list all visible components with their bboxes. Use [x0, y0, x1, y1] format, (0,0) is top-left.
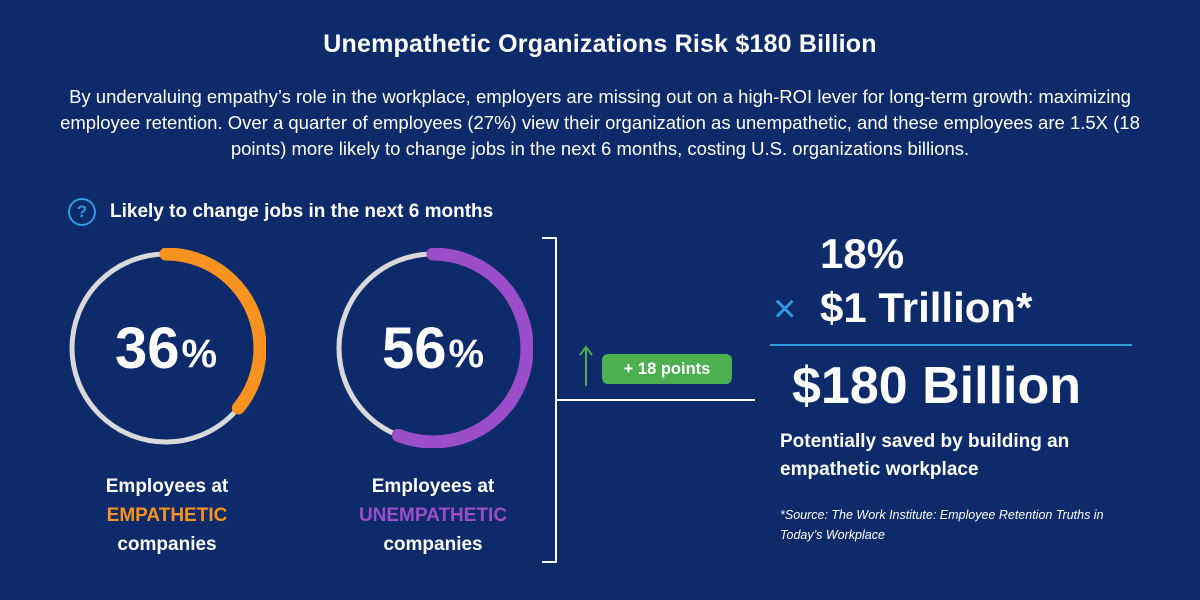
- page-title: Unempathetic Organizations Risk $180 Bil…: [323, 30, 877, 58]
- donut-percent-sign: %: [181, 331, 218, 376]
- times-icon: ×: [773, 287, 797, 331]
- source-note: *Source: The Work Institute: Employee Re…: [780, 508, 1104, 542]
- equals-line: [770, 344, 1132, 346]
- multiplier-trillion: $1 Trillion*: [820, 284, 1033, 331]
- donut-arc-unempathetic: [333, 248, 533, 448]
- donut-value-empathetic: 36%: [66, 248, 266, 448]
- multiplier-percent: 18%: [820, 230, 905, 277]
- arrow-up-icon: [579, 345, 593, 386]
- donut-number: 56: [381, 315, 447, 381]
- donut-value-unempathetic: 56%: [333, 248, 533, 448]
- donut-svg-empathetic: [66, 248, 266, 448]
- caption-empathetic: Employees at EMPATHETIC companies: [47, 472, 287, 559]
- points-difference-badge: + 18 points: [602, 354, 732, 384]
- question-icon: ?: [68, 198, 96, 226]
- donut-arc-empathetic: [66, 248, 266, 448]
- result-value: $180 Billion: [792, 357, 1081, 415]
- donut-chart-empathetic: 36%: [66, 248, 266, 448]
- caption-highlight-unempathetic: UNEMPATHETIC: [358, 505, 508, 526]
- caption-line: companies: [383, 534, 483, 555]
- question-heading: ? Likely to change jobs in the next 6 mo…: [68, 198, 493, 226]
- caption-unempathetic: Employees at UNEMPATHETIC companies: [313, 472, 553, 559]
- caption-line: Employees at: [105, 476, 229, 497]
- result-caption: Potentially saved by building an empathe…: [780, 431, 1070, 480]
- caption-line: companies: [117, 534, 217, 555]
- bracket-connector: [542, 237, 755, 563]
- donut-svg-unempathetic: [333, 248, 533, 448]
- donut-number: 36: [114, 315, 180, 381]
- caption-line: Employees at: [371, 476, 495, 497]
- donut-percent-sign: %: [448, 331, 485, 376]
- intro-paragraph: By undervaluing empathy’s role in the wo…: [60, 86, 1140, 159]
- caption-highlight-empathetic: EMPATHETIC: [106, 505, 228, 526]
- donut-chart-unempathetic: 56%: [333, 248, 533, 448]
- question-label: Likely to change jobs in the next 6 mont…: [110, 201, 494, 222]
